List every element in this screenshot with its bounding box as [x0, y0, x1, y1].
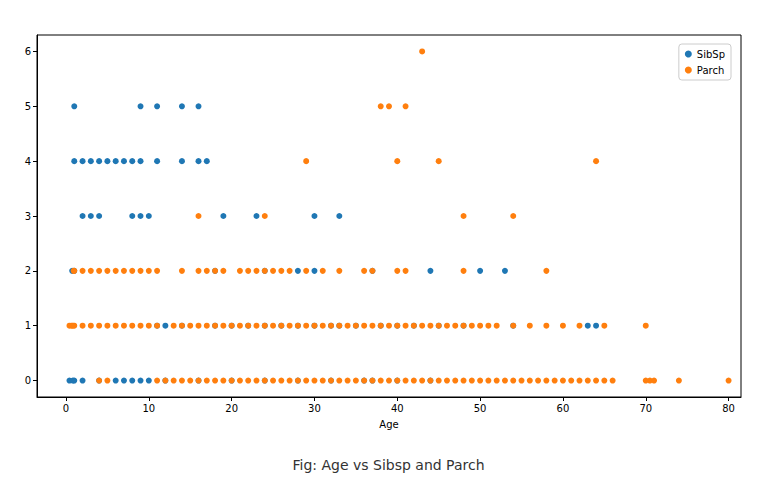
svg-text:4: 4 [25, 156, 31, 167]
svg-text:Fig: Age vs Sibsp and Parch: Fig: Age vs Sibsp and Parch [292, 457, 484, 473]
svg-text:SibSp: SibSp [697, 49, 725, 60]
svg-text:30: 30 [308, 403, 321, 414]
svg-text:5: 5 [25, 101, 31, 112]
svg-text:2: 2 [25, 265, 31, 276]
svg-text:50: 50 [474, 403, 487, 414]
svg-text:1: 1 [25, 320, 31, 331]
svg-text:40: 40 [391, 403, 404, 414]
svg-text:6: 6 [25, 46, 31, 57]
svg-text:0: 0 [63, 403, 69, 414]
svg-text:60: 60 [557, 403, 570, 414]
svg-text:0: 0 [25, 375, 31, 386]
svg-text:Parch: Parch [697, 65, 724, 76]
svg-text:80: 80 [722, 403, 735, 414]
svg-text:10: 10 [142, 403, 155, 414]
svg-text:70: 70 [639, 403, 652, 414]
svg-text:3: 3 [25, 211, 31, 222]
svg-text:20: 20 [225, 403, 238, 414]
svg-text:Age: Age [379, 419, 398, 430]
